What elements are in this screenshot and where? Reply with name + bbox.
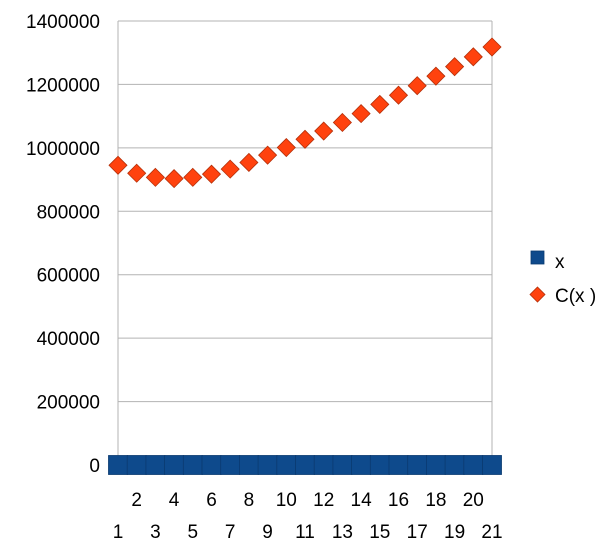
data-point-cx: [463, 47, 483, 67]
data-point-cx: [295, 129, 315, 149]
legend: x C(x ): [529, 250, 596, 307]
series-cx: [108, 37, 502, 189]
data-point-cx: [183, 167, 203, 187]
x-tick-label: 20: [463, 490, 484, 511]
data-point-cx: [164, 169, 184, 189]
gridlines: [118, 20, 492, 466]
data-point-cx: [482, 37, 502, 57]
x-tick-label: 18: [425, 490, 446, 511]
y-tick-label: 400000: [37, 329, 100, 350]
data-point-cx: [351, 104, 371, 124]
data-point-x: [425, 455, 446, 475]
x-tick-label: 8: [244, 490, 255, 511]
legend-label-cx: C(x ): [555, 286, 596, 307]
x-tick-label: 10: [276, 490, 297, 511]
data-point-cx: [407, 76, 427, 96]
x-tick-label: 16: [388, 490, 409, 511]
data-point-cx: [220, 159, 240, 179]
x-tick-label: 1: [113, 522, 124, 543]
data-point-x: [238, 455, 259, 475]
x-tick-label: 11: [295, 522, 315, 543]
data-point-x: [220, 455, 241, 475]
y-tick-label: 600000: [37, 266, 100, 287]
data-point-x: [444, 455, 465, 475]
legend-label-x: x: [555, 252, 565, 273]
data-point-cx: [276, 137, 296, 158]
y-tick-label: 1000000: [26, 139, 100, 160]
data-point-cx: [426, 66, 446, 86]
data-point-x: [108, 455, 128, 475]
x-tick-label: 21: [481, 522, 502, 543]
data-point-cx: [370, 94, 390, 114]
data-point-x: [126, 455, 147, 475]
data-point-x: [313, 455, 334, 475]
data-point-cx: [127, 163, 147, 183]
data-point-x: [182, 455, 203, 475]
y-tick-label: 1400000: [26, 12, 100, 33]
data-point-cx: [108, 155, 128, 175]
data-point-x: [388, 455, 409, 475]
x-tick-label: 6: [206, 490, 217, 511]
x-tick-label: 17: [407, 522, 428, 543]
legend-marker-cx: [529, 286, 546, 303]
x-tick-label: 2: [131, 490, 142, 511]
series-x: [108, 455, 502, 475]
y-tick-label: 0: [89, 456, 100, 477]
x-tick-label: 7: [225, 522, 236, 543]
data-point-cx: [445, 57, 465, 77]
x-tick-label: 13: [332, 522, 353, 543]
y-tick-label: 800000: [37, 202, 100, 223]
data-point-x: [295, 455, 315, 475]
x-tick-label: 14: [351, 490, 373, 511]
data-point-x: [407, 455, 428, 475]
data-point-x: [332, 455, 353, 475]
data-point-x: [145, 455, 166, 475]
data-point-cx: [332, 112, 352, 133]
x-tick-label: 5: [188, 522, 199, 543]
x-tick-label: 4: [169, 490, 180, 511]
x-tick-label: 9: [262, 522, 273, 543]
data-point-x: [164, 455, 185, 475]
x-tick-label: 12: [313, 490, 334, 511]
data-point-x: [351, 455, 372, 475]
legend-marker-x: [530, 250, 545, 265]
data-point-cx: [239, 152, 259, 173]
x-tick-label: 19: [444, 522, 465, 543]
data-point-cx: [314, 121, 334, 141]
y-axis: 0 200000 400000 600000 800000 1000000 1200000 1…: [26, 12, 493, 477]
data-point-x: [201, 455, 222, 475]
data-point-x: [482, 455, 502, 475]
data-point-x: [369, 455, 390, 475]
data-point-x: [257, 455, 278, 475]
data-point-cx: [258, 145, 278, 165]
y-tick-label: 200000: [37, 393, 100, 414]
data-point-cx: [388, 85, 409, 105]
x-tick-label: 15: [369, 522, 390, 543]
data-point-cx: [145, 167, 165, 187]
data-point-cx: [201, 164, 222, 184]
y-tick-label: 1200000: [26, 75, 100, 96]
data-point-x: [463, 455, 484, 475]
data-point-x: [276, 455, 297, 475]
x-tick-label: 3: [150, 522, 161, 543]
